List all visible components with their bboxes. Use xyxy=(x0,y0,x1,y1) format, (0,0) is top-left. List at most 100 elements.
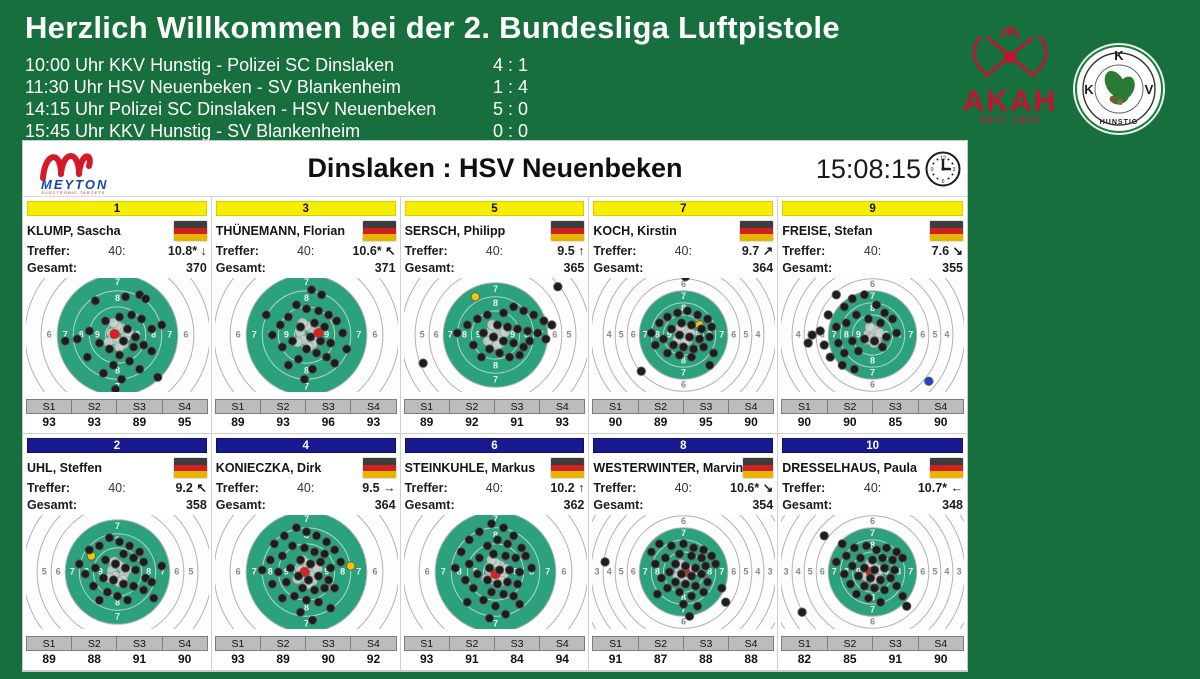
shot-count: 40: xyxy=(296,244,315,258)
shot-marker xyxy=(134,364,145,374)
shot-marker xyxy=(130,332,141,342)
last-shot-value: 10.8* ↓ xyxy=(167,244,207,258)
series-header: S3 xyxy=(682,399,729,414)
shot-marker xyxy=(504,565,514,575)
svg-text:9: 9 xyxy=(695,329,700,339)
series-header: S1 xyxy=(403,399,450,414)
shot-marker xyxy=(120,292,131,302)
svg-text:4: 4 xyxy=(756,329,761,339)
schedule-score: 5 : 0 xyxy=(493,99,529,119)
shooter-name: KLUMP, Sascha xyxy=(27,224,121,238)
series-header: S2 xyxy=(71,399,118,414)
svg-text:8: 8 xyxy=(493,298,498,308)
shot-marker xyxy=(703,314,713,324)
shot-count: 40: xyxy=(485,481,504,495)
shot-marker xyxy=(462,597,472,607)
svg-text:5: 5 xyxy=(619,329,624,339)
akah-logo: AKAH SEIT 1853 xyxy=(950,25,1070,125)
series-value: 93 xyxy=(366,414,381,429)
shot-marker xyxy=(866,573,876,583)
shot-marker xyxy=(267,579,277,589)
shot-marker xyxy=(876,575,886,585)
shot-marker xyxy=(80,569,90,579)
shot-marker xyxy=(456,547,466,557)
shot-marker xyxy=(124,541,135,551)
shot-marker xyxy=(669,340,679,350)
series-header: S2 xyxy=(826,399,874,414)
shooter-name: THÜNEMANN, Florian xyxy=(215,224,345,238)
germany-flag-icon xyxy=(743,458,774,478)
shot-marker xyxy=(839,302,850,312)
series-header: S1 xyxy=(25,399,73,414)
shot-marker xyxy=(313,571,324,581)
svg-text:7: 7 xyxy=(304,619,309,629)
svg-text:6: 6 xyxy=(56,566,61,576)
svg-text:4: 4 xyxy=(945,566,950,576)
shot-marker xyxy=(140,294,151,304)
target-rings: 99887766558877 xyxy=(400,240,589,430)
total-score: 355 xyxy=(942,261,963,275)
series-header: S4 xyxy=(161,399,208,414)
series-header: S2 xyxy=(259,399,307,414)
last-shot-marker xyxy=(109,328,120,340)
treffer-label: Treffer: xyxy=(404,481,448,495)
series-table: S1 S2 S3 S4 89 93 96 93 xyxy=(214,399,397,430)
shooter-card: 7 KOCH, Kirstin Treffer: 40: 9.7 ↗ Gesam… xyxy=(589,197,779,434)
shot-marker xyxy=(663,583,673,593)
lane-number-8: 8 xyxy=(593,438,774,453)
shot-marker xyxy=(118,549,129,559)
svg-text:7: 7 xyxy=(304,515,309,524)
series-value: 88 xyxy=(87,651,101,666)
shot-marker xyxy=(329,583,340,593)
total-score: 364 xyxy=(374,498,396,512)
svg-text:8: 8 xyxy=(268,566,273,576)
shot-marker xyxy=(797,607,807,617)
shot-marker xyxy=(675,587,685,597)
shot-marker xyxy=(313,306,324,316)
shot-marker xyxy=(831,322,842,332)
shot-marker xyxy=(464,535,474,545)
shot-marker xyxy=(277,342,287,352)
series-value: 90 xyxy=(744,414,758,429)
shot-count: 40: xyxy=(674,481,692,495)
svg-text:7: 7 xyxy=(160,566,165,576)
svg-text:7: 7 xyxy=(115,612,120,622)
series-value: 91 xyxy=(132,651,147,666)
series-header: S2 xyxy=(448,636,495,651)
shot-count: 40: xyxy=(863,481,882,495)
shot-marker xyxy=(309,318,320,328)
shot-marker xyxy=(331,316,342,326)
svg-text:5: 5 xyxy=(566,329,571,339)
shot-marker xyxy=(516,543,526,553)
total-score: 371 xyxy=(374,261,396,275)
shot-marker xyxy=(299,374,309,384)
shot-marker xyxy=(847,294,858,304)
shot-marker xyxy=(512,579,522,589)
svg-text:5: 5 xyxy=(744,566,749,576)
schedule-row: 10:00 Uhr KKV Hunstig - Polizei SC Dinsl… xyxy=(25,54,645,76)
shot-marker xyxy=(301,304,311,314)
svg-text:8: 8 xyxy=(844,329,849,339)
shot-marker xyxy=(104,533,115,543)
shot-marker xyxy=(90,296,101,306)
shot-marker xyxy=(653,589,663,599)
gesamt-label: Gesamt: xyxy=(215,261,266,275)
shot-marker xyxy=(699,342,709,352)
series-value: 89 xyxy=(42,651,56,666)
shot-marker xyxy=(468,583,478,593)
last-shot-value: 9.5 ↑ xyxy=(557,244,585,258)
shooter-card: 1 KLUMP, Sascha Treffer: 40: 10.8* ↓ Ges… xyxy=(23,197,212,434)
svg-text:12: 12 xyxy=(940,156,946,162)
shot-marker xyxy=(134,547,145,557)
series-value: 93 xyxy=(276,414,290,429)
shot-marker xyxy=(488,549,498,559)
series-header: S4 xyxy=(727,636,775,651)
shot-marker xyxy=(122,324,133,334)
shot-marker xyxy=(319,583,330,593)
series-table: S1 S2 S3 S4 91 87 88 88 xyxy=(592,636,775,667)
svg-text:8: 8 xyxy=(681,593,686,603)
svg-text:7: 7 xyxy=(440,566,445,576)
series-value: 96 xyxy=(321,414,335,429)
target-diagram: 998877668877 xyxy=(213,478,400,666)
shot-marker xyxy=(136,314,147,324)
